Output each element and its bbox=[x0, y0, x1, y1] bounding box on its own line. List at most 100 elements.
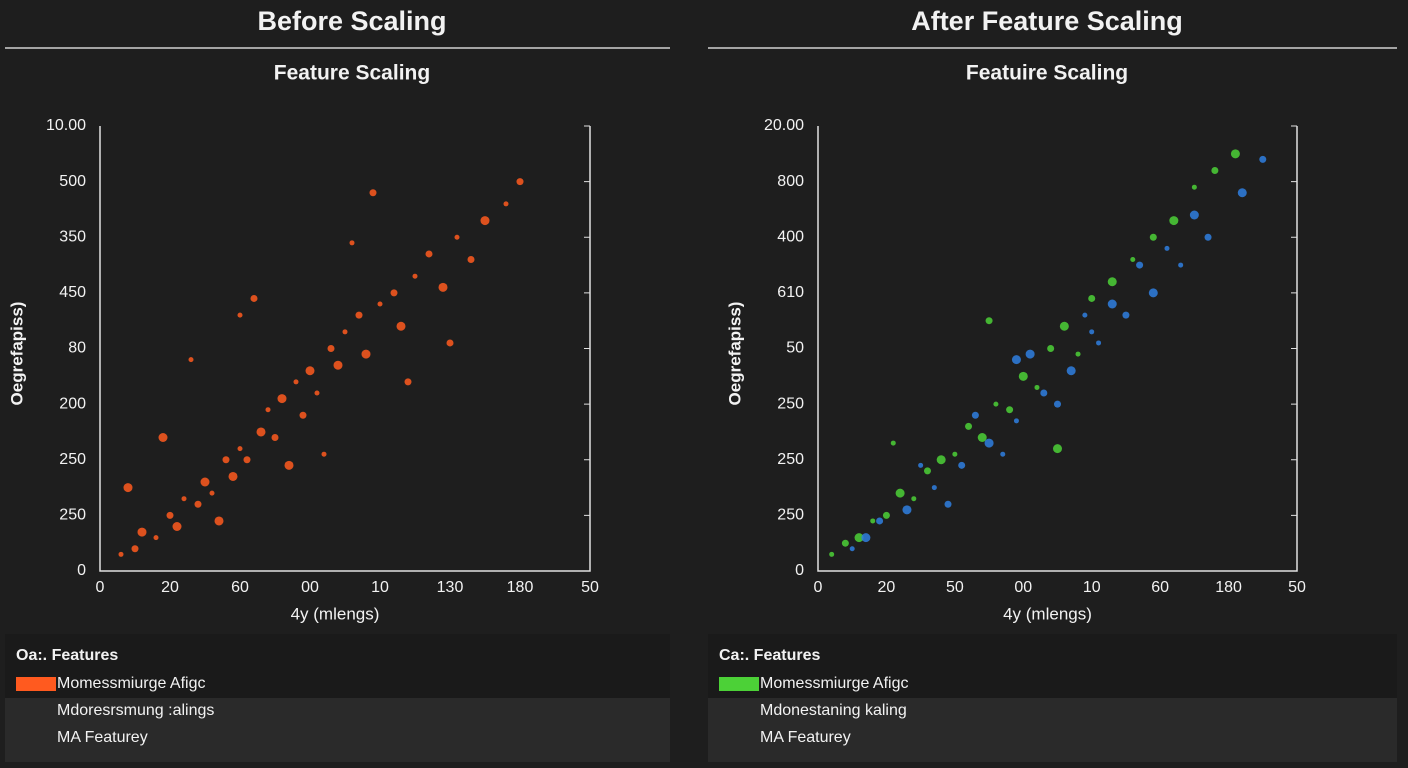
scatter-point bbox=[299, 411, 307, 419]
scatter-point bbox=[993, 401, 999, 407]
scatter-point bbox=[516, 178, 524, 186]
scatter-point bbox=[911, 496, 917, 502]
scatter-point bbox=[265, 407, 271, 413]
scatter-point bbox=[1136, 261, 1144, 269]
scatter-point bbox=[166, 511, 174, 519]
scatter-point bbox=[228, 471, 238, 481]
scatter-point bbox=[1169, 216, 1179, 226]
scatter-point bbox=[327, 345, 335, 352]
panel-header: Before Scaling bbox=[257, 6, 446, 36]
scatter-point bbox=[390, 289, 398, 297]
scatter-point bbox=[1006, 406, 1014, 414]
scatter-point bbox=[1237, 188, 1247, 198]
scatter-point bbox=[1191, 184, 1197, 190]
x-tick-label: 20 bbox=[161, 579, 179, 596]
scatter-point bbox=[1211, 167, 1219, 174]
legend-item: MA Featurey bbox=[760, 729, 851, 746]
scatter-point bbox=[882, 511, 890, 519]
scatter-point bbox=[188, 357, 194, 363]
y-tick-label: 450 bbox=[59, 284, 86, 301]
y-tick-label: 10.00 bbox=[46, 117, 86, 134]
chart-title: Featuire Scaling bbox=[966, 62, 1128, 85]
scatter-point bbox=[305, 366, 315, 376]
scatter-point bbox=[237, 446, 243, 452]
scatter-point bbox=[829, 551, 835, 557]
x-tick-label: 50 bbox=[946, 579, 964, 596]
scatter-point bbox=[1149, 233, 1157, 241]
scatter-point bbox=[446, 339, 454, 347]
scatter-point bbox=[870, 518, 876, 524]
scatter-point bbox=[985, 317, 993, 325]
scatter-point bbox=[923, 467, 931, 475]
scatter-point bbox=[237, 312, 243, 318]
legend-title: Ca:. Features bbox=[719, 647, 820, 664]
scatter-point bbox=[918, 462, 924, 468]
scatter-point bbox=[1059, 321, 1069, 331]
scatter-point bbox=[1107, 299, 1117, 309]
legend-item: Mdoresrsmung :alings bbox=[57, 702, 214, 719]
scatter-point bbox=[293, 379, 299, 385]
legend-item: Momessmiurge Afigc bbox=[760, 675, 909, 692]
y-tick-label: 610 bbox=[777, 284, 804, 301]
legend-swatch bbox=[719, 677, 759, 691]
scatter-point bbox=[1122, 311, 1130, 319]
scatter-point bbox=[1082, 312, 1088, 318]
scatter-point bbox=[454, 234, 460, 240]
legend-title: Oa:. Features bbox=[16, 647, 118, 664]
scatter-point bbox=[841, 539, 849, 547]
scatter-point bbox=[849, 546, 855, 552]
scatter-point bbox=[936, 455, 946, 465]
scatter-point bbox=[277, 394, 287, 404]
scatter-point bbox=[250, 294, 258, 302]
y-axis-label: Oegrefapiss) bbox=[7, 302, 26, 406]
y-tick-label: 0 bbox=[77, 562, 86, 579]
scatter-point bbox=[1148, 288, 1158, 298]
x-tick-label: 10 bbox=[371, 579, 389, 596]
legend-swatch bbox=[16, 677, 56, 691]
legend-body bbox=[5, 698, 670, 762]
y-tick-label: 400 bbox=[777, 228, 804, 245]
scatter-point bbox=[1088, 294, 1096, 302]
y-tick-label: 250 bbox=[59, 451, 86, 468]
scatter-point bbox=[396, 321, 406, 331]
scatter-point bbox=[172, 522, 182, 531]
scatter-point bbox=[369, 189, 377, 197]
scatter-point bbox=[1034, 384, 1040, 390]
scatter-point bbox=[200, 477, 210, 487]
y-tick-label: 800 bbox=[777, 173, 804, 190]
scatter-point bbox=[209, 490, 215, 496]
scatter-point bbox=[958, 461, 966, 469]
scatter-point bbox=[271, 434, 279, 441]
x-tick-label: 180 bbox=[1215, 579, 1242, 596]
chart-title: Feature Scaling bbox=[274, 62, 430, 85]
x-tick-label: 00 bbox=[1014, 579, 1032, 596]
scatter-point bbox=[1230, 149, 1240, 159]
y-tick-label: 250 bbox=[777, 451, 804, 468]
scatter-point bbox=[1096, 340, 1102, 346]
x-tick-label: 00 bbox=[301, 579, 319, 596]
scatter-point bbox=[1178, 262, 1184, 268]
legend-item: Mdonestaning kaling bbox=[760, 702, 907, 719]
scatter-point bbox=[333, 360, 343, 370]
scatter-point bbox=[214, 516, 224, 526]
y-tick-label: 250 bbox=[59, 507, 86, 524]
x-tick-label: 180 bbox=[507, 579, 534, 596]
scatter-point bbox=[876, 517, 884, 525]
scatter-point bbox=[131, 545, 139, 553]
scatter-point bbox=[1013, 418, 1019, 424]
scatter-point bbox=[1025, 349, 1035, 359]
scatter-point bbox=[1130, 257, 1136, 262]
legend-head bbox=[5, 634, 670, 698]
scatter-point bbox=[377, 301, 383, 307]
scatter-point bbox=[355, 311, 363, 319]
scatter-point bbox=[321, 451, 327, 457]
panel-header: After Feature Scaling bbox=[911, 6, 1183, 36]
scatter-point bbox=[1189, 210, 1199, 220]
y-tick-label: 80 bbox=[68, 340, 86, 357]
scatter-point bbox=[438, 282, 448, 292]
scatter-point bbox=[1011, 355, 1021, 365]
scatter-point bbox=[952, 451, 958, 457]
legend-body bbox=[708, 698, 1397, 762]
scatter-point bbox=[222, 456, 230, 464]
scatter-point bbox=[480, 216, 490, 226]
